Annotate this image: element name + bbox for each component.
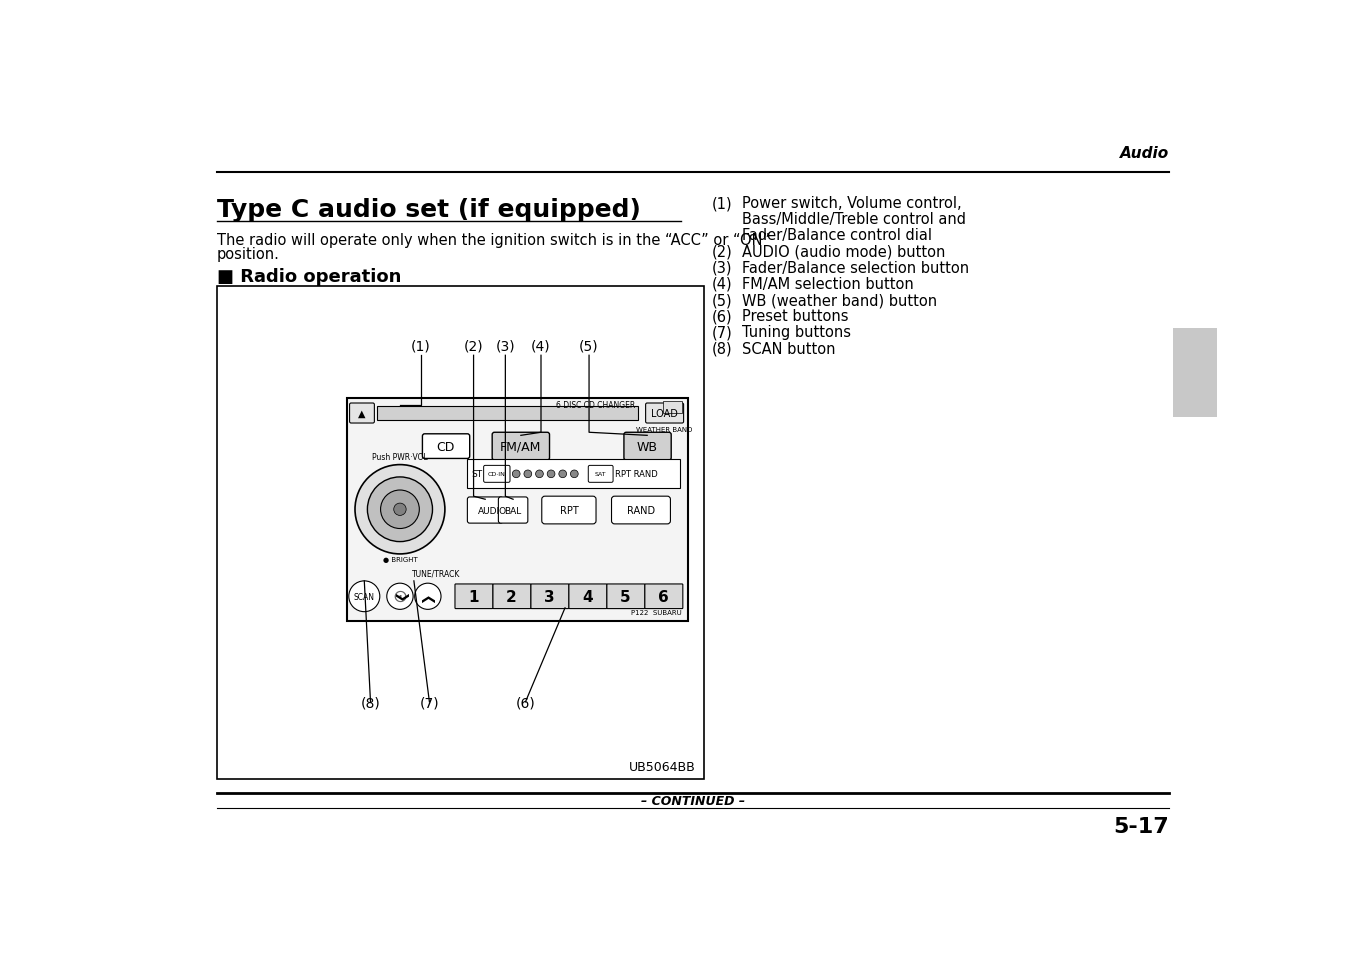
- FancyBboxPatch shape: [607, 584, 645, 609]
- Bar: [664, 401, 681, 414]
- Text: (5): (5): [579, 339, 599, 354]
- FancyBboxPatch shape: [623, 433, 671, 460]
- Text: Fader/Balance control dial: Fader/Balance control dial: [742, 228, 933, 243]
- Text: (1): (1): [411, 339, 431, 354]
- Text: (8): (8): [361, 696, 380, 710]
- Text: 1: 1: [468, 589, 479, 604]
- Text: WEATHER BAND: WEATHER BAND: [635, 427, 692, 433]
- Circle shape: [387, 583, 414, 610]
- Text: AUDIO (audio mode) button: AUDIO (audio mode) button: [742, 244, 946, 259]
- Circle shape: [525, 471, 531, 478]
- Text: (8): (8): [711, 341, 733, 356]
- Text: ST: ST: [472, 470, 483, 478]
- Text: (6): (6): [711, 309, 733, 324]
- Text: 5: 5: [621, 589, 631, 604]
- FancyBboxPatch shape: [611, 497, 671, 524]
- Text: ■ Radio operation: ■ Radio operation: [218, 268, 402, 285]
- Text: position.: position.: [218, 247, 280, 262]
- Bar: [347, 398, 688, 621]
- Bar: [377, 407, 638, 420]
- Text: CD: CD: [437, 440, 454, 453]
- Text: ❯: ❯: [422, 592, 434, 602]
- FancyBboxPatch shape: [484, 466, 510, 483]
- Circle shape: [393, 503, 406, 516]
- FancyBboxPatch shape: [1172, 329, 1217, 417]
- Text: LOAD: LOAD: [650, 409, 677, 418]
- FancyBboxPatch shape: [569, 584, 607, 609]
- Text: FM/AM selection button: FM/AM selection button: [742, 276, 914, 292]
- Circle shape: [548, 471, 554, 478]
- Text: CD·IN: CD·IN: [488, 472, 506, 476]
- FancyBboxPatch shape: [350, 403, 375, 423]
- Text: Audio: Audio: [1119, 147, 1168, 161]
- Text: (7): (7): [419, 696, 439, 710]
- FancyBboxPatch shape: [542, 497, 596, 524]
- Text: Fader/Balance selection button: Fader/Balance selection button: [742, 260, 969, 275]
- Text: (3): (3): [711, 260, 731, 275]
- Text: (7): (7): [711, 325, 733, 340]
- Text: (1): (1): [711, 196, 733, 211]
- Circle shape: [558, 471, 566, 478]
- Text: RPT: RPT: [560, 505, 579, 516]
- FancyBboxPatch shape: [588, 466, 612, 483]
- Text: SAT: SAT: [595, 472, 607, 476]
- FancyBboxPatch shape: [456, 584, 493, 609]
- FancyBboxPatch shape: [499, 497, 527, 523]
- Text: ● BRIGHT: ● BRIGHT: [383, 557, 418, 562]
- Text: 3: 3: [545, 589, 554, 604]
- FancyBboxPatch shape: [492, 433, 549, 460]
- Text: 5-17: 5-17: [1113, 817, 1168, 837]
- Text: UB5064BB: UB5064BB: [629, 760, 696, 773]
- Circle shape: [356, 465, 445, 555]
- Text: (2): (2): [711, 244, 733, 259]
- FancyBboxPatch shape: [422, 435, 469, 459]
- Text: AUDIO: AUDIO: [477, 506, 507, 515]
- Text: Power switch, Volume control,: Power switch, Volume control,: [742, 196, 963, 211]
- Circle shape: [368, 477, 433, 542]
- Text: TUNE/TRACK: TUNE/TRACK: [412, 569, 461, 578]
- FancyBboxPatch shape: [493, 584, 531, 609]
- FancyBboxPatch shape: [645, 584, 683, 609]
- Text: (2): (2): [464, 339, 484, 354]
- Text: ▲: ▲: [358, 409, 366, 418]
- Text: 6 DISC CD CHANGER: 6 DISC CD CHANGER: [556, 400, 635, 410]
- Text: (4): (4): [531, 339, 550, 354]
- Bar: [218, 287, 704, 779]
- Text: FM/AM: FM/AM: [500, 440, 542, 453]
- FancyBboxPatch shape: [468, 497, 503, 523]
- Text: RAND: RAND: [627, 505, 654, 516]
- Text: ⊙: ⊙: [392, 588, 407, 606]
- Text: 2: 2: [506, 589, 516, 604]
- FancyBboxPatch shape: [531, 584, 569, 609]
- Circle shape: [571, 471, 579, 478]
- Circle shape: [512, 471, 521, 478]
- Text: Type C audio set (if equipped): Type C audio set (if equipped): [218, 198, 641, 222]
- Text: WB: WB: [637, 440, 657, 453]
- Text: P122  SUBARU: P122 SUBARU: [631, 609, 681, 615]
- Text: Tuning buttons: Tuning buttons: [742, 325, 852, 340]
- Text: The radio will operate only when the ignition switch is in the “ACC” or “ON”: The radio will operate only when the ign…: [218, 233, 771, 248]
- Text: WB (weather band) button: WB (weather band) button: [742, 293, 938, 308]
- Bar: [468, 459, 680, 489]
- Circle shape: [415, 583, 441, 610]
- Circle shape: [380, 491, 419, 529]
- Text: – CONTINUED –: – CONTINUED –: [641, 794, 745, 807]
- Text: (4): (4): [711, 276, 733, 292]
- Text: (6): (6): [515, 696, 535, 710]
- Text: Preset buttons: Preset buttons: [742, 309, 849, 324]
- Text: SCAN: SCAN: [354, 592, 375, 601]
- Text: ❯: ❯: [393, 592, 407, 602]
- Circle shape: [535, 471, 544, 478]
- Text: RPT RAND: RPT RAND: [615, 470, 657, 478]
- Text: BAL: BAL: [504, 506, 522, 515]
- Text: 4: 4: [583, 589, 592, 604]
- Text: (5): (5): [711, 293, 733, 308]
- Text: Bass/Middle/Treble control and: Bass/Middle/Treble control and: [742, 213, 967, 227]
- Text: Push PWR·VOL: Push PWR·VOL: [372, 453, 427, 461]
- Text: (3): (3): [496, 339, 515, 354]
- Circle shape: [349, 581, 380, 612]
- FancyBboxPatch shape: [646, 403, 684, 423]
- Text: 6: 6: [658, 589, 669, 604]
- Text: SCAN button: SCAN button: [742, 341, 836, 356]
